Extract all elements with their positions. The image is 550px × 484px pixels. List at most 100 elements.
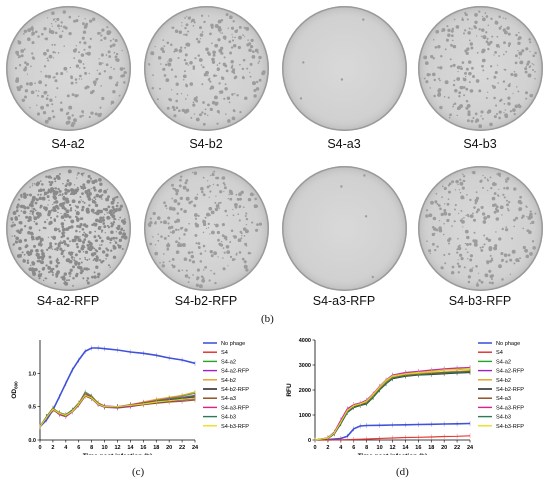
plaque (171, 207, 176, 211)
plaque (459, 191, 462, 194)
plaque (152, 211, 156, 216)
plaque (184, 274, 189, 278)
plaque (78, 78, 81, 80)
plaque (486, 110, 490, 114)
plaque (218, 82, 221, 85)
plaque (437, 204, 441, 207)
plaque (506, 207, 509, 210)
plaque (461, 218, 464, 220)
plaque (157, 239, 160, 242)
plaque (216, 67, 220, 72)
x-tick-label: 22 (454, 445, 460, 451)
plaque (60, 276, 63, 279)
plaque (187, 281, 190, 284)
plaque (24, 61, 27, 64)
plaque (517, 41, 521, 46)
plaque (514, 104, 519, 109)
plaque (69, 193, 72, 196)
plaque (166, 247, 170, 251)
plaque (98, 62, 102, 66)
plaque (59, 247, 63, 251)
plaque (55, 174, 60, 179)
plaque (27, 28, 32, 33)
y-axis-label: RFU (286, 383, 293, 397)
y-axis-label: OD600 (11, 381, 19, 399)
plaque (46, 97, 49, 100)
plaque (251, 55, 256, 59)
plaque (80, 172, 84, 176)
plaque (116, 81, 119, 84)
plaque (447, 96, 450, 99)
plaque (180, 207, 183, 211)
plaque (202, 122, 206, 126)
plaque (115, 231, 117, 233)
plaque (468, 27, 471, 30)
plaque (230, 59, 234, 64)
plaque (83, 41, 87, 45)
plaque (230, 46, 234, 49)
plaque (66, 237, 70, 240)
plaque (525, 97, 528, 100)
plaque (230, 66, 234, 69)
plaque (104, 213, 106, 216)
plaque (244, 96, 248, 101)
plaque (467, 275, 472, 279)
plate-s4-a2-plaques (14, 10, 128, 128)
plaque (89, 19, 93, 23)
plaque (175, 192, 179, 196)
plaque (502, 17, 505, 19)
plaque (239, 63, 241, 66)
plaque (255, 228, 259, 232)
plaque (464, 49, 468, 53)
plaque (452, 105, 454, 108)
plaque (184, 98, 187, 100)
plaque (465, 99, 469, 103)
plaque (97, 113, 102, 118)
plaque (200, 186, 204, 191)
plaque (248, 42, 252, 46)
plaque (39, 206, 42, 209)
plaque (262, 70, 266, 74)
plaque (466, 47, 470, 51)
plaque (501, 227, 504, 231)
plaque (204, 250, 207, 252)
plaque (18, 198, 21, 201)
plaque (529, 210, 532, 213)
plaque (162, 261, 165, 264)
plaque (112, 211, 116, 215)
plaque (78, 41, 82, 44)
plaque (498, 188, 500, 191)
plaque (157, 233, 159, 235)
plaque (93, 196, 96, 199)
plaque (65, 121, 70, 125)
plaque (44, 226, 47, 230)
plaque (81, 110, 85, 113)
plaque (45, 91, 48, 94)
plaque (491, 182, 496, 187)
plaque (469, 42, 473, 46)
plaque (161, 264, 165, 268)
plaque (84, 256, 86, 259)
plaque (80, 185, 84, 190)
plaque (38, 270, 41, 273)
plaque (43, 194, 45, 196)
plaque (115, 83, 119, 87)
plaque (460, 209, 463, 212)
plaque (531, 240, 535, 243)
plaque (200, 275, 204, 278)
plaque (507, 44, 511, 48)
plaque (30, 26, 34, 31)
plaque (91, 275, 94, 279)
plaque (51, 248, 54, 250)
plaque (457, 212, 460, 215)
plaque (61, 193, 64, 196)
plaque (196, 276, 200, 280)
plaque (54, 190, 59, 195)
plaque (100, 39, 103, 42)
plaque (114, 196, 117, 199)
plaque (160, 235, 163, 238)
plaque (183, 233, 186, 236)
plaque (72, 48, 77, 53)
plaque (50, 270, 52, 273)
plaque (428, 213, 433, 218)
